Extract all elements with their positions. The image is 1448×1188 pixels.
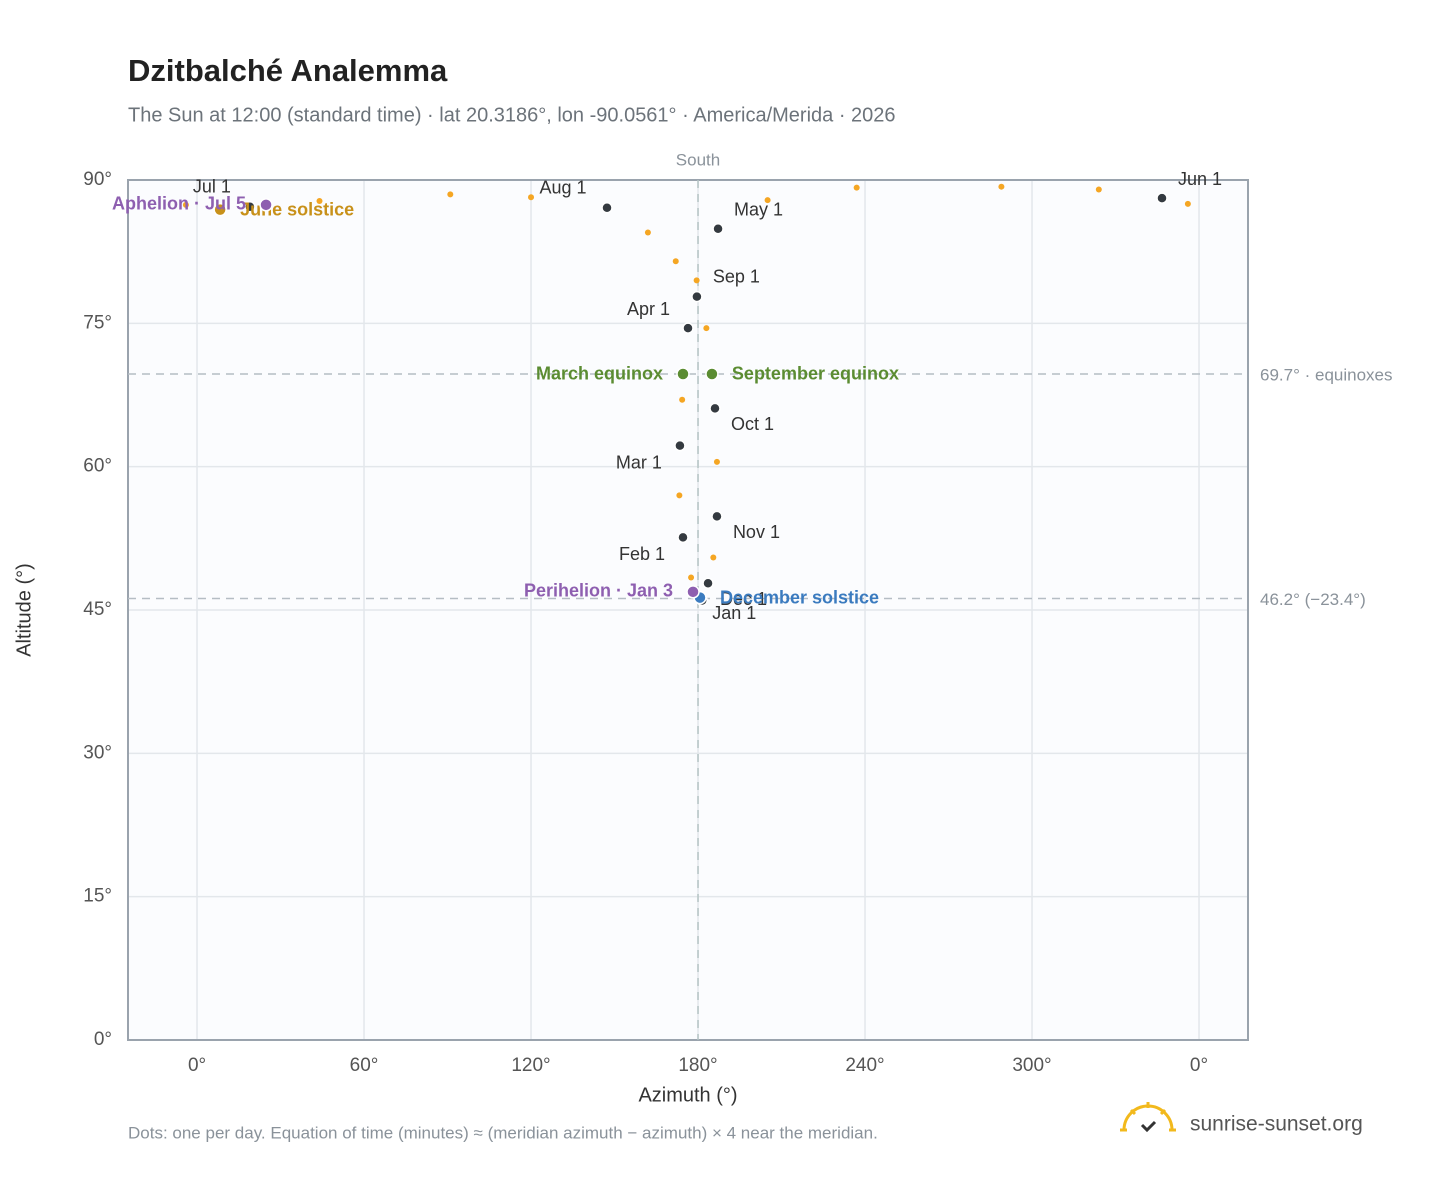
month-label: Sep 1: [713, 266, 760, 286]
event-label: Aphelion · Jul 5: [112, 194, 246, 214]
y-tick-label: 45°: [83, 599, 112, 620]
event-marker: [705, 367, 719, 381]
month-label: Dec 1: [720, 589, 767, 609]
footnote: Dots: one per day. Equation of time (min…: [128, 1123, 878, 1142]
sun-dot: [693, 277, 700, 284]
y-axis-label: Altitude (°): [13, 563, 35, 657]
event-label: June solstice: [240, 199, 354, 219]
chart-title: Dzitbalché Analemma: [128, 53, 448, 88]
sun-dot: [998, 183, 1005, 190]
month-marker: [1156, 192, 1168, 204]
event-label: September equinox: [732, 364, 899, 384]
x-tick-label: 180°: [678, 1055, 717, 1076]
month-marker: [691, 290, 703, 303]
month-marker: [711, 510, 723, 523]
x-tick-label: 0°: [1190, 1055, 1208, 1076]
sun-dot: [672, 258, 679, 265]
sun-dot: [713, 458, 720, 465]
event-label: March equinox: [536, 364, 663, 384]
sun-dot: [1095, 186, 1102, 193]
month-label: May 1: [734, 199, 783, 219]
sun-dot: [182, 201, 189, 208]
x-tick-label: 120°: [511, 1055, 550, 1076]
event-marker: [676, 367, 690, 381]
brand: sunrise-sunset.org: [1190, 1113, 1363, 1136]
y-tick-label: 30°: [83, 742, 112, 763]
month-label: Oct 1: [731, 414, 774, 434]
month-label: Jul 1: [193, 177, 231, 197]
month-label: Mar 1: [616, 452, 662, 472]
sun-dot: [676, 492, 683, 499]
month-label: Jan 1: [712, 603, 756, 623]
sun-dot: [528, 194, 535, 201]
month-marker: [709, 402, 721, 415]
y-tick-label: 90°: [83, 169, 112, 190]
month-label: Apr 1: [627, 299, 670, 319]
sun-dot: [703, 325, 710, 332]
event-marker: [213, 202, 227, 217]
y-tick-label: 15°: [83, 886, 112, 907]
month-label: Jun 1: [1178, 169, 1222, 189]
month-label: Nov 1: [733, 522, 780, 542]
event-marker: [259, 198, 273, 212]
month-marker: [702, 577, 714, 589]
month-marker: [712, 222, 724, 235]
plot-frame: [127, 179, 1249, 1041]
sun-dot: [1184, 200, 1191, 207]
sun-dot: [316, 198, 323, 205]
reference-label: 46.2° (−23.4°): [1260, 590, 1366, 609]
month-marker: [682, 322, 694, 334]
x-axis-label: Azimuth (°): [638, 1084, 737, 1106]
x-tick-label: 60°: [350, 1055, 379, 1076]
sun-dot: [853, 184, 860, 191]
month-marker: [244, 201, 256, 213]
sun-dot: [447, 191, 454, 198]
month-marker: [674, 439, 686, 452]
month-marker: [601, 201, 613, 214]
sun-dot: [764, 197, 771, 204]
event-label: December solstice: [720, 587, 879, 607]
event-marker: [686, 585, 700, 599]
month-label: Aug 1: [539, 177, 586, 197]
sun-dot: [679, 396, 686, 403]
month-marker: [677, 531, 689, 544]
brand-logo: [1120, 1102, 1176, 1133]
x-tick-label: 240°: [845, 1055, 884, 1076]
x-tick-label: 300°: [1012, 1055, 1051, 1076]
sun-dot: [644, 229, 651, 236]
sun-dot: [688, 574, 695, 581]
sun-dot: [710, 554, 717, 561]
chart-subtitle: The Sun at 12:00 (standard time) · lat 2…: [128, 104, 896, 126]
y-tick-label: 0°: [94, 1029, 112, 1050]
y-tick-label: 75°: [83, 312, 112, 333]
x-tick-label: 0°: [188, 1055, 206, 1076]
meridian-label: South: [676, 150, 720, 169]
month-label: Feb 1: [619, 544, 665, 564]
y-tick-label: 60°: [83, 456, 112, 477]
reference-label: 69.7° · equinoxes: [1260, 365, 1393, 384]
event-label: Perihelion · Jan 3: [524, 581, 673, 601]
